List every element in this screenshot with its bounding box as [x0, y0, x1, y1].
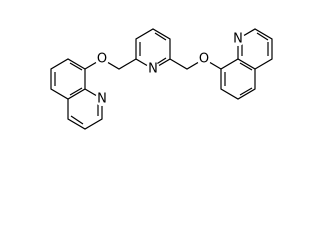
atom-labels: O N N O N	[95, 32, 245, 107]
label-bg	[146, 62, 160, 76]
label-bg	[231, 32, 245, 46]
atom-label: O	[199, 52, 209, 67]
structure-diagram: O N N O N	[50, 28, 273, 130]
label-bg	[95, 92, 109, 106]
bond	[169, 58, 222, 70]
bond	[54, 62, 83, 96]
page: O N N O N (() => { const data = JSON.par…	[50, 28, 273, 130]
bond	[224, 62, 253, 96]
atom-label: N	[233, 32, 243, 47]
atom-label: N	[97, 92, 107, 107]
bond	[70, 102, 99, 125]
atom-label: N	[148, 62, 158, 77]
bond	[50, 58, 86, 100]
bond	[220, 58, 256, 100]
atom-label: O	[97, 52, 107, 67]
bond	[84, 58, 137, 70]
bond	[139, 32, 167, 66]
bond	[241, 32, 269, 56]
label-bg	[197, 52, 211, 66]
label-bg	[95, 52, 109, 66]
